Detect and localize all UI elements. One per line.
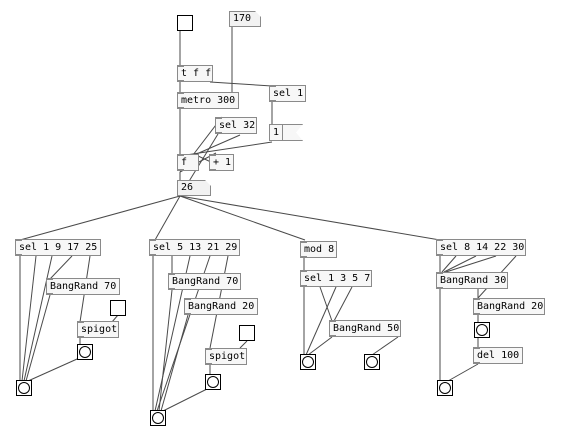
sel-1-3-5-7-object[interactable]: sel 1 3 5 7 [300,270,372,287]
spigot-toggle-b[interactable] [239,325,255,341]
bang-a-spigot[interactable] [77,344,93,360]
bang-circle-icon [439,382,451,394]
plus-one-object[interactable]: + 1 [209,154,234,171]
sel-1-9-17-25-object[interactable]: sel 1 9 17 25 [15,239,101,256]
sel-1-object[interactable]: sel 1 [269,85,306,102]
sel-32-object[interactable]: sel 32 [215,117,257,134]
float-object[interactable]: f [177,154,199,171]
mod-8-object[interactable]: mod 8 [300,241,337,258]
bang-c-output[interactable] [300,354,316,370]
sel-8-14-22-30-object[interactable]: sel 8 14 22 30 [436,239,526,256]
bang-circle-icon [207,376,219,388]
trigger-object[interactable]: t f f [177,65,213,82]
reset-message-box[interactable]: 1 [269,124,283,141]
metro-object[interactable]: metro 300 [177,92,239,109]
bang-d-output[interactable] [437,380,453,396]
metro-interval-number-box[interactable]: 170 [229,11,261,27]
bang-circle-icon [302,356,314,368]
spigot-object-b[interactable]: spigot [205,348,247,365]
bangrand-70-object-a[interactable]: BangRand 70 [46,278,120,295]
bangrand-30-object[interactable]: BangRand 30 [436,272,508,289]
bangrand-20-object-b[interactable]: BangRand 20 [184,298,258,315]
bangrand-20-object-d[interactable]: BangRand 20 [473,298,545,315]
bang-c-random[interactable] [364,354,380,370]
bang-circle-icon [152,412,164,424]
metro-toggle-bang[interactable] [177,15,193,31]
bang-d-delay-trigger[interactable] [474,322,490,338]
bang-b-spigot[interactable] [205,374,221,390]
bangrand-70-object-b[interactable]: BangRand 70 [168,273,241,290]
bang-circle-icon [79,346,91,358]
del-100-object[interactable]: del 100 [473,347,523,364]
sel-5-13-21-29-object[interactable]: sel 5 13 21 29 [149,239,240,256]
bang-circle-icon [476,324,488,336]
spigot-object-a[interactable]: spigot [77,321,119,338]
bangrand-50-object[interactable]: BangRand 50 [329,320,401,337]
bang-circle-icon [366,356,378,368]
counter-number-box[interactable]: 26 [177,180,211,196]
bang-circle-icon [18,382,30,394]
bang-a-output[interactable] [16,380,32,396]
bang-b-output[interactable] [150,410,166,426]
spigot-toggle-a[interactable] [110,300,126,316]
